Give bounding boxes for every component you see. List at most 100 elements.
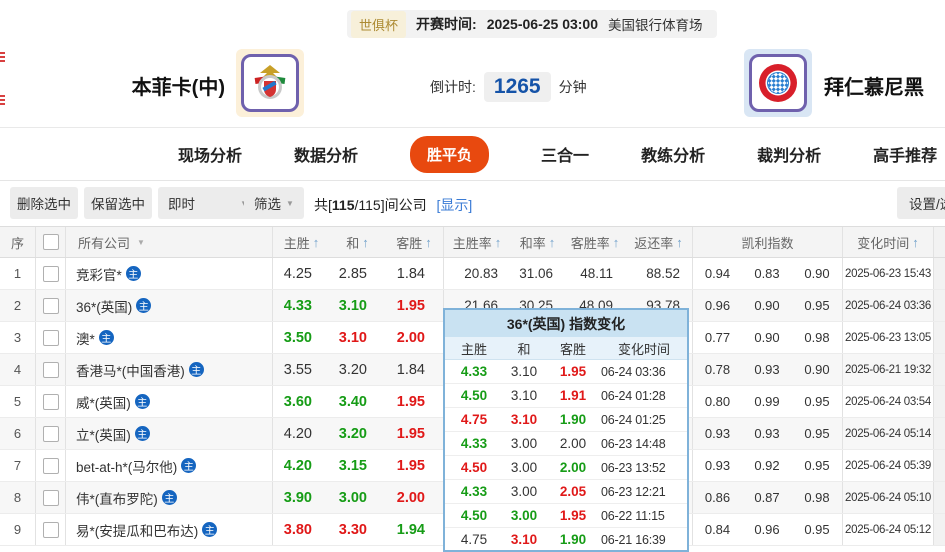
kelly-cell: 0.93 (754, 426, 780, 441)
company-name: 伟*(直布罗陀) (76, 491, 158, 507)
row-checkbox[interactable] (42, 329, 59, 346)
row-checkbox[interactable] (42, 297, 59, 314)
popup-odds-away: 1.95 (559, 364, 587, 379)
filter-label: 筛选 (254, 197, 282, 212)
row-checkbox[interactable] (42, 393, 59, 410)
popup-odds-home: 4.50 (460, 460, 488, 475)
company-count: 共[115/115]间公司 [显示] (314, 195, 472, 215)
settings-button[interactable]: 设置/选择 (897, 187, 945, 219)
header-seq[interactable]: 序 (0, 227, 35, 257)
company-cell[interactable]: 香港马*(中国香港) 主 (65, 354, 272, 385)
company-cell[interactable]: 伟*(直布罗陀) 主 (65, 482, 272, 513)
sort-arrow-icon: ↑ (612, 234, 620, 250)
keep-selected-button[interactable]: 保留选中 (84, 187, 152, 219)
header-rate-away[interactable]: 客胜率 ↑ (565, 227, 625, 257)
header-odds-away[interactable]: 客胜 ↑ (385, 227, 443, 257)
odds-draw-cell: 3.30 (338, 521, 367, 538)
popup-odds-home: 4.33 (460, 436, 488, 451)
popup-odds-draw: 3.10 (510, 412, 538, 427)
kelly-cell: 0.99 (754, 394, 780, 409)
primary-badge-icon: 主 (202, 522, 218, 537)
show-link[interactable]: [显示] (436, 197, 473, 213)
table-row: 1 竞彩官* 主 4.25 2.85 1.84 20.83 31.06 48.11 88.52 0.… (0, 258, 945, 290)
kelly-cell: 0.92 (754, 458, 780, 473)
rate-away-cell: 48.11 (580, 266, 613, 281)
row-checkbox-cell (35, 354, 65, 385)
kelly-cell: 0.93 (692, 418, 742, 449)
tab-6[interactable]: 裁判分析 (757, 148, 822, 165)
header-return-rate[interactable]: 返还率 ↑ (625, 227, 692, 257)
select-all-checkbox[interactable] (42, 234, 59, 250)
company-cell[interactable]: 澳* 主 (65, 322, 272, 353)
kelly-cell: 0.86 (692, 482, 742, 513)
kelly-cell: 0.95 (804, 426, 830, 441)
sort-arrow-icon: ↑ (912, 234, 919, 250)
tab-7[interactable]: 高手推荐 (873, 148, 938, 165)
company-cell[interactable]: bet-at-h*(马尔他) 主 (65, 450, 272, 481)
instant-dropdown[interactable]: 即时 ▼ (158, 187, 258, 219)
table-header-row: 序所有公司 ▼ 主胜 ↑ 和 ↑ 客胜 ↑ 主胜率 ↑ 和率 ↑ 客胜率 ↑ 返还率 ↑ 凯利指数 变化时间 ↑ (0, 226, 945, 258)
row-checkbox[interactable] (42, 265, 59, 282)
delete-selected-button[interactable]: 删除选中 (10, 187, 78, 219)
tab-3[interactable]: 胜平负 (410, 135, 490, 173)
popup-row: 4.33 3.00 2.05 06-23 12:21 (445, 480, 687, 504)
popup-header-row: 主胜 和 客胜 变化时间 (445, 337, 687, 360)
odds-home-cell: 3.90 (272, 482, 330, 513)
table-right-strip (933, 482, 945, 513)
company-cell[interactable]: 竞彩官* 主 (65, 258, 272, 289)
header-checkbox-cell (35, 227, 65, 257)
count-value: 115 (331, 197, 355, 213)
row-checkbox[interactable] (42, 489, 59, 506)
kelly-cell: 0.93 (692, 450, 742, 481)
bayern-crest-icon (759, 64, 797, 102)
tab-2[interactable]: 数据分析 (294, 148, 359, 165)
row-checkbox[interactable] (42, 457, 59, 474)
away-team-name: 拜仁慕尼黑 (824, 77, 924, 99)
odds-draw-cell: 3.15 (338, 457, 367, 474)
popup-odds-away: 1.95 (559, 508, 587, 523)
popup-row: 4.50 3.00 1.95 06-22 11:15 (445, 504, 687, 528)
popup-change-time: 06-24 03:36 (601, 364, 666, 379)
filter-dropdown[interactable]: 筛选 ▼ (244, 187, 304, 219)
row-checkbox[interactable] (42, 361, 59, 378)
kelly-cell: 0.77 (692, 322, 742, 353)
company-cell[interactable]: 易*(安提瓜和巴布达) 主 (65, 514, 272, 545)
tab-5[interactable]: 教练分析 (641, 148, 706, 165)
chevron-down-icon: ▼ (286, 198, 294, 208)
left-edge-artifact (0, 95, 5, 105)
change-time-cell: 2025-06-23 15:43 (842, 258, 933, 289)
table-right-strip (933, 514, 945, 545)
popup-odds-away: 2.05 (559, 484, 587, 499)
left-edge-artifact (0, 52, 5, 62)
row-checkbox-cell (35, 482, 65, 513)
header-change-time[interactable]: 变化时间 ↑ (842, 227, 933, 257)
away-team-crest (744, 49, 812, 117)
header-rate-draw[interactable]: 和率 ↑ (510, 227, 565, 257)
popup-odds-home: 4.75 (460, 532, 488, 547)
row-checkbox[interactable] (42, 425, 59, 442)
company-cell[interactable]: 威*(英国) 主 (65, 386, 272, 417)
popup-change-time: 06-23 14:48 (601, 436, 666, 451)
header-odds-home[interactable]: 主胜 ↑ (272, 227, 330, 257)
change-time-cell: 2025-06-24 05:39 (842, 450, 933, 481)
league-badge[interactable]: 世俱杯 (351, 10, 407, 38)
tab-1[interactable]: 现场分析 (178, 148, 243, 165)
header-odds-draw[interactable]: 和 ↑ (330, 227, 385, 257)
popup-odds-away: 1.90 (559, 532, 587, 547)
row-checkbox[interactable] (42, 521, 59, 538)
company-name: 竞彩官* (76, 267, 122, 283)
header-rate-home[interactable]: 主胜率 ↑ (443, 227, 510, 257)
sort-arrow-icon: ↑ (494, 234, 502, 250)
table-right-strip (933, 354, 945, 385)
odds-away-cell: 2.00 (396, 489, 425, 506)
header-kelly[interactable]: 凯利指数 (692, 227, 842, 257)
kelly-cell: 0.84 (692, 514, 742, 545)
tab-4[interactable]: 三合一 (541, 148, 590, 165)
header-company[interactable]: 所有公司 ▼ (65, 227, 272, 257)
header-odds-away-label: 客胜 (396, 235, 423, 251)
kickoff-label: 开赛时间: (416, 16, 477, 32)
odds-away-cell: 1.95 (396, 297, 425, 314)
company-cell[interactable]: 立*(英国) 主 (65, 418, 272, 449)
popup-odds-draw: 3.00 (510, 484, 538, 499)
company-cell[interactable]: 36*(英国) 主 (65, 290, 272, 321)
